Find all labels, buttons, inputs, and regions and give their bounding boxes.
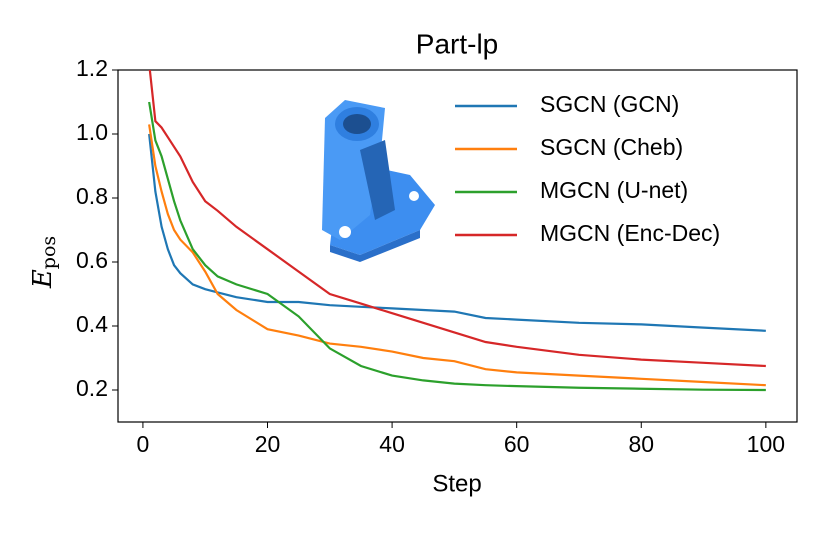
y-tick-label: 0.2 [76,375,108,401]
y-tick-label: 0.8 [76,183,108,209]
chart-title: Part-lp [416,28,498,59]
y-axis-label-sub: pos [38,236,60,269]
series-line [148,101,766,392]
x-tick-label: 60 [504,431,530,457]
x-tick-label: 40 [379,431,405,457]
x-tick-label: 80 [628,431,654,457]
x-tick-label: 0 [137,431,150,457]
plot-lines [148,70,766,392]
x-tick-label: 100 [747,431,785,457]
y-tick-label: 1.2 [76,55,108,81]
x-tick-label: 20 [255,431,281,457]
legend-label: MGCN (Enc-Dec) [540,220,720,246]
y-tick-label: 1.0 [76,119,108,145]
plot-frame [117,69,798,423]
x-axis-label: Step [432,470,481,497]
series-line [148,124,766,387]
series-line [148,133,766,332]
inset-part [322,100,435,262]
y-axis-label: Epos [28,236,60,289]
y-axis-label-main: E [28,269,58,289]
legend-label: SGCN (GCN) [540,91,679,117]
legend-label: MGCN (U-net) [540,177,688,203]
legend-label: SGCN (Cheb) [540,134,683,160]
y-tick-label: 0.4 [76,311,108,337]
y-tick-label: 0.6 [76,247,108,273]
series-line [148,70,766,368]
